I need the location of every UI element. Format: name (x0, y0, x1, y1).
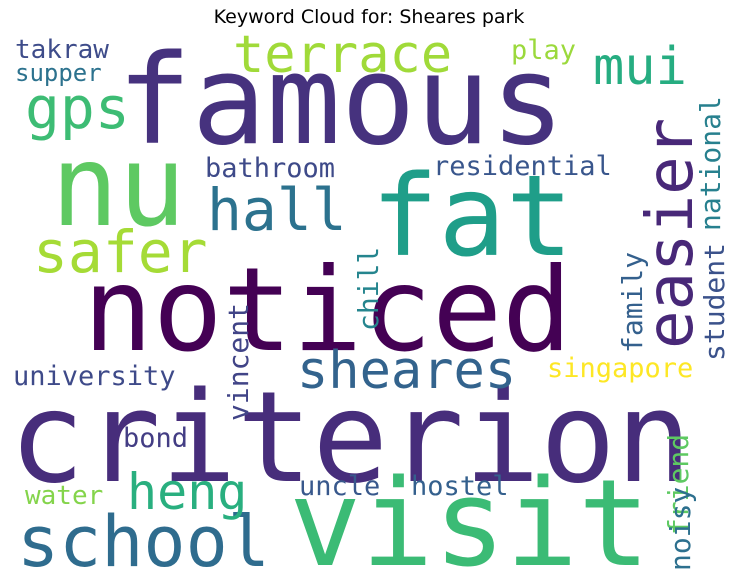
word-uncle: uncle (299, 471, 381, 502)
word-residential: residential (433, 151, 612, 182)
word-singapore: singapore (547, 353, 694, 384)
word-bathroom: bathroom (205, 153, 336, 184)
word-gps: gps (25, 74, 130, 142)
word-school: school (17, 501, 270, 577)
word-vincent: vincent (222, 302, 255, 421)
word-hall: hall (207, 176, 347, 244)
word-hostel: hostel (411, 471, 509, 502)
word-play: play (511, 35, 577, 66)
word-nu: nu (51, 122, 186, 252)
word-cloud: criterion noticed famous visit nu fat sc… (11, 35, 727, 577)
word-safer: safer (33, 218, 208, 286)
word-water: water (25, 481, 104, 511)
word-supper: supper (15, 59, 102, 87)
word-noticed: noticed (83, 243, 572, 378)
word-mui: mui (593, 37, 687, 97)
word-national: national (694, 96, 727, 231)
word-fat: fat (371, 152, 574, 282)
word-terrace: terrace (233, 35, 453, 85)
word-university: university (13, 361, 176, 392)
word-takraw: takraw (15, 35, 109, 65)
word-famous: famous (117, 35, 565, 173)
word-heng: heng (127, 463, 248, 521)
word-noisy: noisy (664, 486, 697, 571)
word-visit: visit (289, 455, 651, 578)
word-criterion: criterion (11, 364, 692, 511)
word-sheares: sheares (297, 341, 517, 401)
word-student: student (698, 242, 727, 361)
chart-title: Keyword Cloud for: Sheares park (213, 6, 525, 28)
word-family: family (616, 251, 649, 353)
word-bond: bond (123, 423, 189, 454)
word-chill: chill (352, 246, 385, 331)
